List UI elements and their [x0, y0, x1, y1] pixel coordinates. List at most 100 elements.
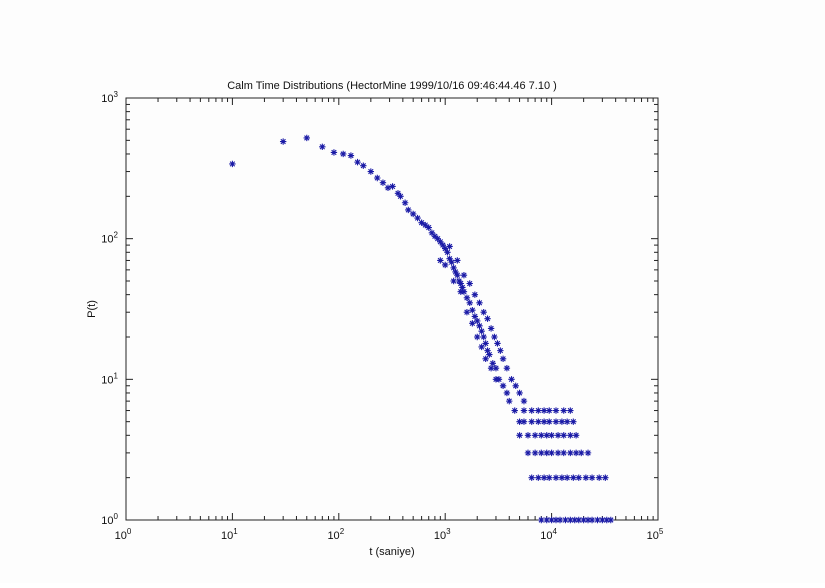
data-point	[524, 449, 532, 457]
data-point	[418, 219, 425, 226]
data-point	[437, 257, 444, 264]
data-point	[538, 449, 545, 457]
data-point	[279, 138, 287, 145]
data-point	[567, 432, 574, 439]
data-point	[575, 516, 582, 524]
data-point	[546, 474, 553, 481]
data-point	[409, 210, 417, 218]
x-tick-label: 105	[647, 527, 664, 542]
data-point	[474, 333, 481, 341]
data-point	[489, 360, 496, 367]
data-point	[229, 160, 236, 168]
data-point	[540, 407, 548, 414]
data-point	[389, 183, 396, 190]
data-point	[570, 418, 577, 425]
data-point	[560, 449, 567, 457]
data-point	[516, 432, 523, 439]
data-point	[463, 294, 471, 301]
data-point	[374, 174, 381, 182]
data-point	[446, 243, 453, 250]
data-point	[506, 397, 513, 405]
data-point	[520, 397, 528, 405]
data-point	[428, 229, 436, 237]
data-point	[560, 407, 567, 414]
axis-ticks: 100 101 102 103 104 105 100 101 102 103	[101, 90, 664, 542]
data-point	[471, 313, 479, 320]
data-point	[516, 418, 523, 425]
data-point	[457, 280, 464, 287]
data-point	[575, 474, 582, 481]
data-point	[562, 516, 569, 524]
data-point	[455, 277, 463, 285]
data-point	[572, 432, 580, 439]
data-point	[454, 271, 461, 279]
data-point	[354, 158, 361, 166]
data-point	[567, 449, 574, 457]
data-point	[484, 315, 491, 322]
data-point	[499, 382, 507, 389]
data-point	[535, 474, 542, 481]
data-point	[480, 333, 487, 341]
data-point	[535, 418, 542, 425]
data-point	[442, 245, 449, 252]
data-point	[540, 474, 548, 481]
data-point	[491, 333, 498, 341]
data-point	[442, 261, 449, 269]
data-point	[603, 516, 610, 524]
data-point	[556, 516, 564, 524]
x-tick-label: 101	[221, 527, 238, 542]
data-point	[384, 184, 392, 191]
data-point	[367, 168, 375, 175]
data-point	[531, 449, 539, 457]
data-point	[548, 432, 555, 439]
data-point	[360, 162, 367, 169]
data-point	[466, 280, 473, 287]
data-point	[582, 474, 590, 481]
data-point	[450, 264, 457, 272]
data-point	[584, 516, 592, 524]
data-point	[469, 320, 476, 327]
data-point	[567, 407, 574, 414]
data-point	[588, 474, 596, 481]
x-tick-label: 104	[540, 527, 557, 542]
data-point	[459, 284, 466, 291]
data-point	[543, 516, 550, 524]
data-point	[528, 418, 535, 425]
data-point	[474, 317, 481, 325]
data-point	[520, 407, 528, 414]
data-point	[482, 340, 489, 347]
data-point	[511, 407, 518, 414]
data-point	[454, 257, 461, 264]
data-point	[528, 474, 535, 481]
data-point	[570, 474, 577, 481]
data-point	[497, 347, 504, 354]
data-point	[476, 299, 483, 307]
data-point	[484, 347, 491, 354]
data-point	[463, 309, 471, 316]
data-point	[558, 474, 566, 481]
data-point	[552, 474, 560, 481]
data-point	[538, 516, 545, 524]
data-point	[450, 277, 457, 285]
y-tick-label: 103	[101, 90, 118, 105]
data-point	[394, 190, 402, 197]
data-point	[319, 143, 326, 150]
data-point	[531, 432, 539, 439]
data-point	[552, 407, 560, 414]
data-point	[508, 376, 515, 383]
data-point	[520, 418, 528, 425]
data-point	[452, 268, 459, 276]
data-point	[580, 516, 587, 524]
data-point	[572, 449, 580, 457]
data-point	[486, 351, 493, 358]
data-point	[444, 249, 451, 256]
data-point	[439, 241, 447, 249]
data-point	[602, 474, 609, 481]
y-tick-label: 101	[101, 371, 118, 386]
data-point	[546, 407, 553, 414]
data-point	[560, 432, 567, 439]
data-point	[595, 474, 603, 481]
data-point	[448, 259, 455, 266]
y-tick-label: 102	[101, 231, 118, 246]
